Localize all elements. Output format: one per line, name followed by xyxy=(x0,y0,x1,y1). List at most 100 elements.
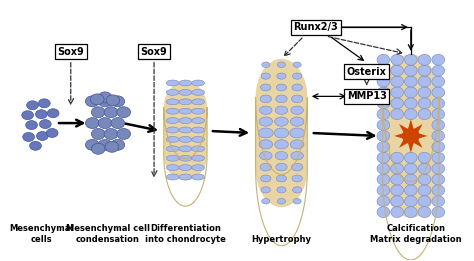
Ellipse shape xyxy=(391,109,403,120)
Ellipse shape xyxy=(91,143,105,154)
Ellipse shape xyxy=(391,152,403,163)
Ellipse shape xyxy=(277,187,286,193)
Ellipse shape xyxy=(106,95,120,106)
Ellipse shape xyxy=(36,132,48,140)
Ellipse shape xyxy=(259,117,273,126)
Text: Sox9: Sox9 xyxy=(141,47,167,57)
Ellipse shape xyxy=(377,65,390,76)
Ellipse shape xyxy=(404,65,417,76)
Ellipse shape xyxy=(432,152,445,163)
Ellipse shape xyxy=(274,128,289,138)
Ellipse shape xyxy=(404,109,417,120)
Ellipse shape xyxy=(98,92,112,103)
Ellipse shape xyxy=(166,90,179,95)
Ellipse shape xyxy=(255,130,307,207)
Ellipse shape xyxy=(179,90,192,95)
Ellipse shape xyxy=(111,96,125,107)
Ellipse shape xyxy=(291,106,303,114)
Ellipse shape xyxy=(192,165,205,171)
Ellipse shape xyxy=(179,165,192,171)
Ellipse shape xyxy=(293,62,301,67)
Ellipse shape xyxy=(377,120,390,130)
Text: Hypertrophy: Hypertrophy xyxy=(252,235,311,244)
Polygon shape xyxy=(411,133,428,139)
Ellipse shape xyxy=(166,108,179,114)
Ellipse shape xyxy=(261,73,270,79)
Ellipse shape xyxy=(432,109,445,120)
Ellipse shape xyxy=(291,152,303,160)
Ellipse shape xyxy=(261,187,270,193)
Polygon shape xyxy=(255,97,307,169)
Ellipse shape xyxy=(292,95,303,103)
Ellipse shape xyxy=(104,107,118,118)
Ellipse shape xyxy=(166,146,179,152)
Ellipse shape xyxy=(262,199,270,204)
Text: Calcification
Matrix degradation: Calcification Matrix degradation xyxy=(370,224,462,244)
Ellipse shape xyxy=(276,95,287,103)
Text: Osterix: Osterix xyxy=(347,67,387,77)
Ellipse shape xyxy=(377,152,390,163)
Ellipse shape xyxy=(383,54,439,139)
Ellipse shape xyxy=(38,99,50,108)
Ellipse shape xyxy=(292,175,302,182)
Ellipse shape xyxy=(166,165,179,171)
Polygon shape xyxy=(411,136,423,148)
Text: Differentiation
into chondrocyte: Differentiation into chondrocyte xyxy=(145,224,226,244)
Ellipse shape xyxy=(432,174,445,185)
Ellipse shape xyxy=(260,106,272,114)
Ellipse shape xyxy=(291,140,304,149)
Ellipse shape xyxy=(432,87,445,98)
Ellipse shape xyxy=(391,65,403,76)
Ellipse shape xyxy=(277,199,285,204)
Ellipse shape xyxy=(291,117,304,126)
Ellipse shape xyxy=(179,174,192,180)
Ellipse shape xyxy=(418,109,431,120)
Ellipse shape xyxy=(179,127,192,133)
Ellipse shape xyxy=(166,80,179,86)
Ellipse shape xyxy=(418,152,431,163)
Ellipse shape xyxy=(432,130,445,141)
Ellipse shape xyxy=(418,76,431,87)
Polygon shape xyxy=(164,107,207,155)
Ellipse shape xyxy=(91,107,105,118)
Polygon shape xyxy=(399,124,411,136)
Ellipse shape xyxy=(275,106,288,114)
Polygon shape xyxy=(399,136,411,148)
Ellipse shape xyxy=(377,76,390,87)
Ellipse shape xyxy=(179,99,192,105)
Ellipse shape xyxy=(391,185,403,196)
Ellipse shape xyxy=(292,163,303,171)
Ellipse shape xyxy=(391,76,403,87)
Ellipse shape xyxy=(192,99,205,105)
Ellipse shape xyxy=(192,118,205,123)
Ellipse shape xyxy=(377,54,390,65)
Ellipse shape xyxy=(377,185,390,196)
Ellipse shape xyxy=(23,133,35,141)
Ellipse shape xyxy=(432,196,445,207)
Ellipse shape xyxy=(166,99,179,105)
Ellipse shape xyxy=(46,128,58,138)
Ellipse shape xyxy=(391,174,403,185)
Ellipse shape xyxy=(85,96,99,107)
Ellipse shape xyxy=(258,128,273,138)
Ellipse shape xyxy=(276,163,287,171)
Ellipse shape xyxy=(192,127,205,133)
Ellipse shape xyxy=(259,140,273,149)
Ellipse shape xyxy=(377,174,390,185)
Ellipse shape xyxy=(404,174,417,185)
Ellipse shape xyxy=(404,98,417,109)
Ellipse shape xyxy=(418,65,431,76)
Ellipse shape xyxy=(292,187,302,193)
Ellipse shape xyxy=(192,108,205,114)
Ellipse shape xyxy=(179,108,192,114)
Ellipse shape xyxy=(418,207,431,218)
Ellipse shape xyxy=(85,118,99,128)
Ellipse shape xyxy=(391,196,403,207)
Ellipse shape xyxy=(377,98,390,109)
Ellipse shape xyxy=(164,81,207,133)
Ellipse shape xyxy=(418,196,431,207)
Ellipse shape xyxy=(404,207,417,218)
Polygon shape xyxy=(408,119,413,136)
Ellipse shape xyxy=(29,141,41,150)
Polygon shape xyxy=(383,97,439,175)
